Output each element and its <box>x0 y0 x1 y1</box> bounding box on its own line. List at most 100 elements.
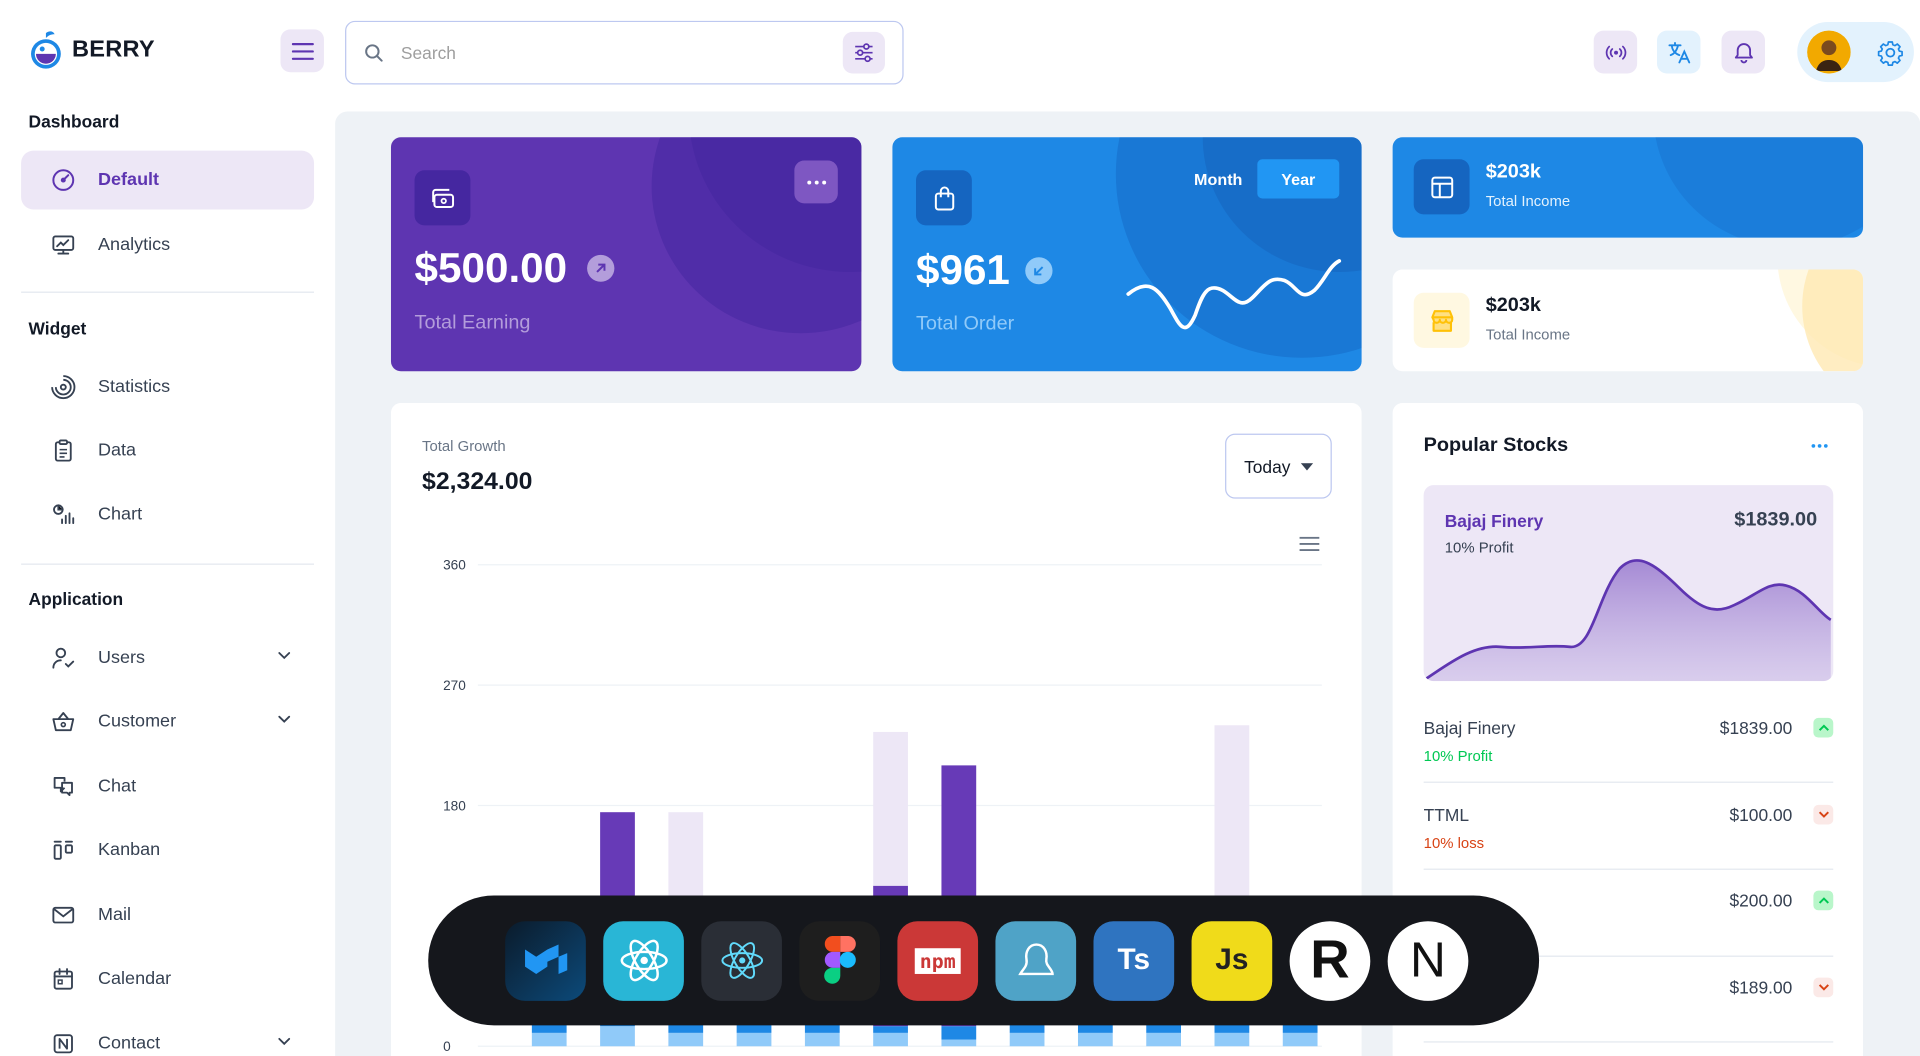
bar-segment[interactable] <box>873 1026 908 1033</box>
bar-segment[interactable] <box>804 1032 840 1047</box>
npm-icon[interactable]: npm <box>897 920 979 1001</box>
sidebar-item-calendar[interactable]: Calendar <box>21 949 314 1008</box>
stock-name: Bajaj Finery <box>1423 717 1516 738</box>
sidebar-item-kanban[interactable]: Kanban <box>21 821 314 880</box>
y-tick-label: 360 <box>443 558 466 573</box>
chevron-down-icon <box>278 1037 291 1046</box>
nfc-icon <box>53 1034 73 1054</box>
sidebar-item-label: Statistics <box>98 377 171 397</box>
live-customize-button[interactable] <box>1593 30 1638 74</box>
chevron-down-icon <box>278 715 291 723</box>
order-toggle-year[interactable]: Year <box>1257 159 1340 199</box>
sidebar-item-statistics[interactable]: Statistics <box>21 358 314 417</box>
npm-glyph: npm <box>914 947 961 974</box>
sidebar-item-mail[interactable]: Mail <box>21 886 314 945</box>
stocks-title: Popular Stocks <box>1423 434 1569 456</box>
profile-menu[interactable] <box>1797 22 1914 83</box>
sidebar-item-label: Mail <box>98 905 132 925</box>
figma-icon[interactable] <box>799 920 881 1001</box>
income-light-label: Total Income <box>1485 325 1571 344</box>
income-amount: $203k <box>1485 161 1541 183</box>
card-decoration <box>1778 269 1864 372</box>
sidebar-item-label: Kanban <box>98 840 161 861</box>
period-select[interactable]: Today <box>1225 433 1332 499</box>
search-input[interactable]: Search <box>400 42 456 63</box>
trend-down-icon <box>1813 804 1834 825</box>
bar-segment[interactable] <box>668 1032 704 1047</box>
gear-icon <box>1877 40 1903 66</box>
featured-stock-value: $1839.00 <box>1734 509 1818 531</box>
nextjs-icon[interactable]: N <box>1387 920 1469 1001</box>
bar-segment[interactable] <box>1214 1032 1250 1047</box>
bar-segment[interactable] <box>531 1032 567 1047</box>
bar-segment[interactable] <box>600 1026 635 1047</box>
tech-stack-dock: npm Ts Js R N <box>428 895 1540 1026</box>
sidebar-item-chart[interactable]: Chart <box>21 485 314 544</box>
growth-amount: $2,324.00 <box>422 467 533 495</box>
earning-amount: $500.00 <box>414 245 568 292</box>
sidebar-section-dashboard: Dashboard <box>28 111 120 132</box>
stock-divider <box>1423 1041 1834 1043</box>
stock-row[interactable]: Bajaj Finery $1839.00 10% Profit <box>1423 717 1834 764</box>
brand-name: BERRY <box>71 36 155 63</box>
javascript-glyph: Js <box>1215 943 1249 977</box>
more-horizontal-icon[interactable] <box>1811 443 1828 448</box>
react-icon[interactable] <box>603 920 684 1001</box>
javascript-icon[interactable]: Js <box>1191 920 1273 1001</box>
order-toggle-month[interactable]: Month <box>1194 169 1243 189</box>
trend-down-icon <box>1813 977 1834 998</box>
bar-segment[interactable] <box>873 731 908 886</box>
bar-segment[interactable] <box>941 1039 977 1047</box>
table-icon <box>1430 176 1453 198</box>
sidebar-item-contact[interactable]: Contact <box>21 1014 314 1056</box>
sidebar-item-users[interactable]: Users <box>21 628 314 687</box>
order-label: Total Order <box>916 313 1015 335</box>
device-analytics-icon <box>52 235 75 255</box>
sidebar-divider <box>21 563 315 565</box>
menu-toggle-button[interactable] <box>280 29 324 73</box>
trend-up-icon <box>1813 890 1834 911</box>
bar-segment[interactable] <box>736 1032 772 1047</box>
bar-segment[interactable] <box>1146 1032 1182 1047</box>
featured-stock-panel[interactable]: Bajaj Finery 10% Profit $1839.00 <box>1423 485 1834 682</box>
chart-menu-icon[interactable] <box>1299 536 1320 552</box>
reactjs-icon[interactable] <box>995 920 1077 1001</box>
typescript-icon[interactable]: Ts <box>1093 920 1175 1001</box>
y-tick-label: 180 <box>443 798 466 813</box>
period-select-value: Today <box>1244 456 1291 476</box>
material-ui-icon[interactable] <box>505 920 586 1001</box>
sidebar-item-label: Default <box>98 170 160 190</box>
order-amount: $961 <box>916 247 1010 295</box>
user-photo-icon <box>1807 30 1851 74</box>
calendar-icon <box>53 968 73 990</box>
trend-up-icon <box>1813 717 1834 738</box>
bar-segment[interactable] <box>1077 1032 1113 1047</box>
credit-card-icon <box>431 188 454 208</box>
stock-row[interactable]: TTML $100.00 10% loss <box>1424 804 1834 851</box>
search-icon <box>365 44 383 62</box>
bar-segment[interactable] <box>941 1026 977 1040</box>
earning-more-button[interactable] <box>794 160 838 204</box>
sidebar-divider <box>21 291 315 293</box>
sidebar-section-application: Application <box>28 589 124 609</box>
search-filter-button[interactable] <box>842 31 885 74</box>
notifications-button[interactable] <box>1721 30 1765 74</box>
remix-icon[interactable]: R <box>1289 920 1371 1001</box>
growth-caption: Total Growth <box>422 437 506 455</box>
stock-value: $189.00 <box>1729 977 1793 998</box>
bar-segment[interactable] <box>1282 1032 1318 1047</box>
search-bar[interactable]: Search <box>345 20 904 85</box>
sidebar-item-default[interactable]: Default <box>21 150 315 210</box>
sidebar-item-chat[interactable]: Chat <box>21 757 314 816</box>
income-label: Total Income <box>1485 192 1571 210</box>
brand-logo[interactable]: BERRY <box>27 29 155 71</box>
bar-segment[interactable] <box>873 1032 908 1047</box>
remix-glyph: R <box>1310 929 1350 990</box>
bar-segment[interactable] <box>1009 1032 1045 1047</box>
total-income-light-card: $203k Total Income <box>1392 269 1864 372</box>
sidebar-item-customer[interactable]: Customer <box>21 692 314 751</box>
sidebar-item-data[interactable]: Data <box>21 421 314 480</box>
sidebar-item-analytics[interactable]: Analytics <box>21 216 314 275</box>
language-button[interactable] <box>1657 30 1701 74</box>
redux-icon[interactable] <box>701 920 782 1001</box>
